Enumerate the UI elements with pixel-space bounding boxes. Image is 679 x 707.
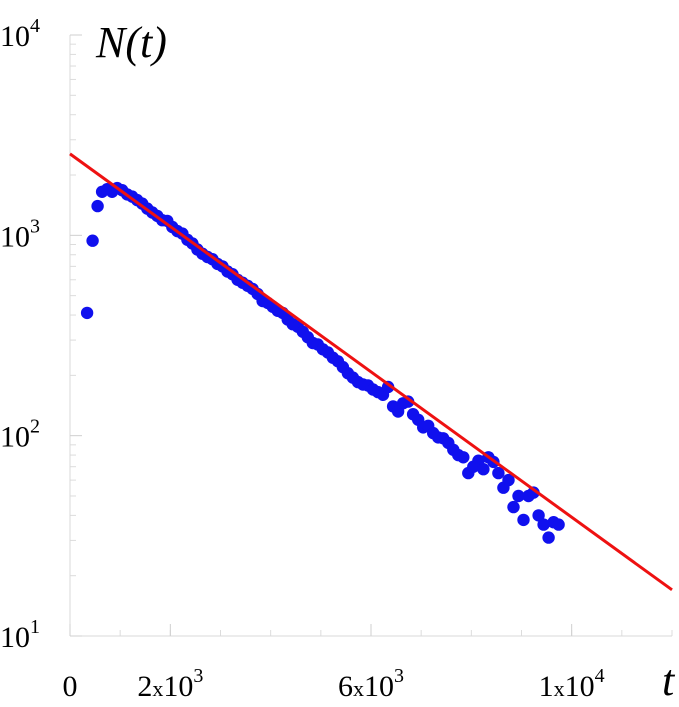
x-axis-title: t — [662, 656, 676, 705]
y-minor-ticks — [70, 43, 76, 577]
fit-line-group — [69, 152, 673, 592]
data-point — [91, 199, 104, 213]
data-point — [457, 451, 470, 464]
y-tick-label: 103 — [0, 215, 40, 253]
data-point — [492, 466, 505, 480]
y-axis-title: N(t) — [95, 18, 167, 67]
data-point — [542, 531, 555, 544]
x-tick-label: 1x104 — [539, 665, 605, 703]
data-point — [532, 509, 545, 522]
data-point — [502, 473, 515, 487]
x-tick-label: 2x103 — [137, 665, 203, 703]
x-tick-labels: 0 2x103 6x103 1x104 — [63, 665, 605, 703]
data-point — [381, 380, 395, 394]
x-major-ticks — [69, 624, 573, 636]
x-minor-ticks — [119, 630, 673, 636]
data-point — [507, 500, 520, 514]
data-point — [552, 518, 565, 531]
y-major-ticks — [70, 34, 82, 637]
fit-line — [69, 152, 673, 592]
data-point — [527, 486, 540, 499]
x-tick-label: 6x103 — [338, 665, 404, 703]
x-tick-label: 0 — [63, 670, 78, 703]
data-point — [401, 395, 415, 408]
data-point — [86, 234, 99, 247]
data-point — [477, 463, 490, 476]
y-tick-label: 101 — [0, 616, 40, 654]
y-tick-label: 102 — [0, 416, 40, 454]
data-point — [512, 489, 525, 503]
data-point — [517, 513, 530, 527]
data-points — [80, 181, 565, 544]
y-tick-labels: 101 102 103 104 — [0, 15, 40, 654]
y-tick-label: 104 — [0, 15, 40, 53]
data-point — [80, 306, 94, 320]
data-point — [537, 518, 550, 531]
